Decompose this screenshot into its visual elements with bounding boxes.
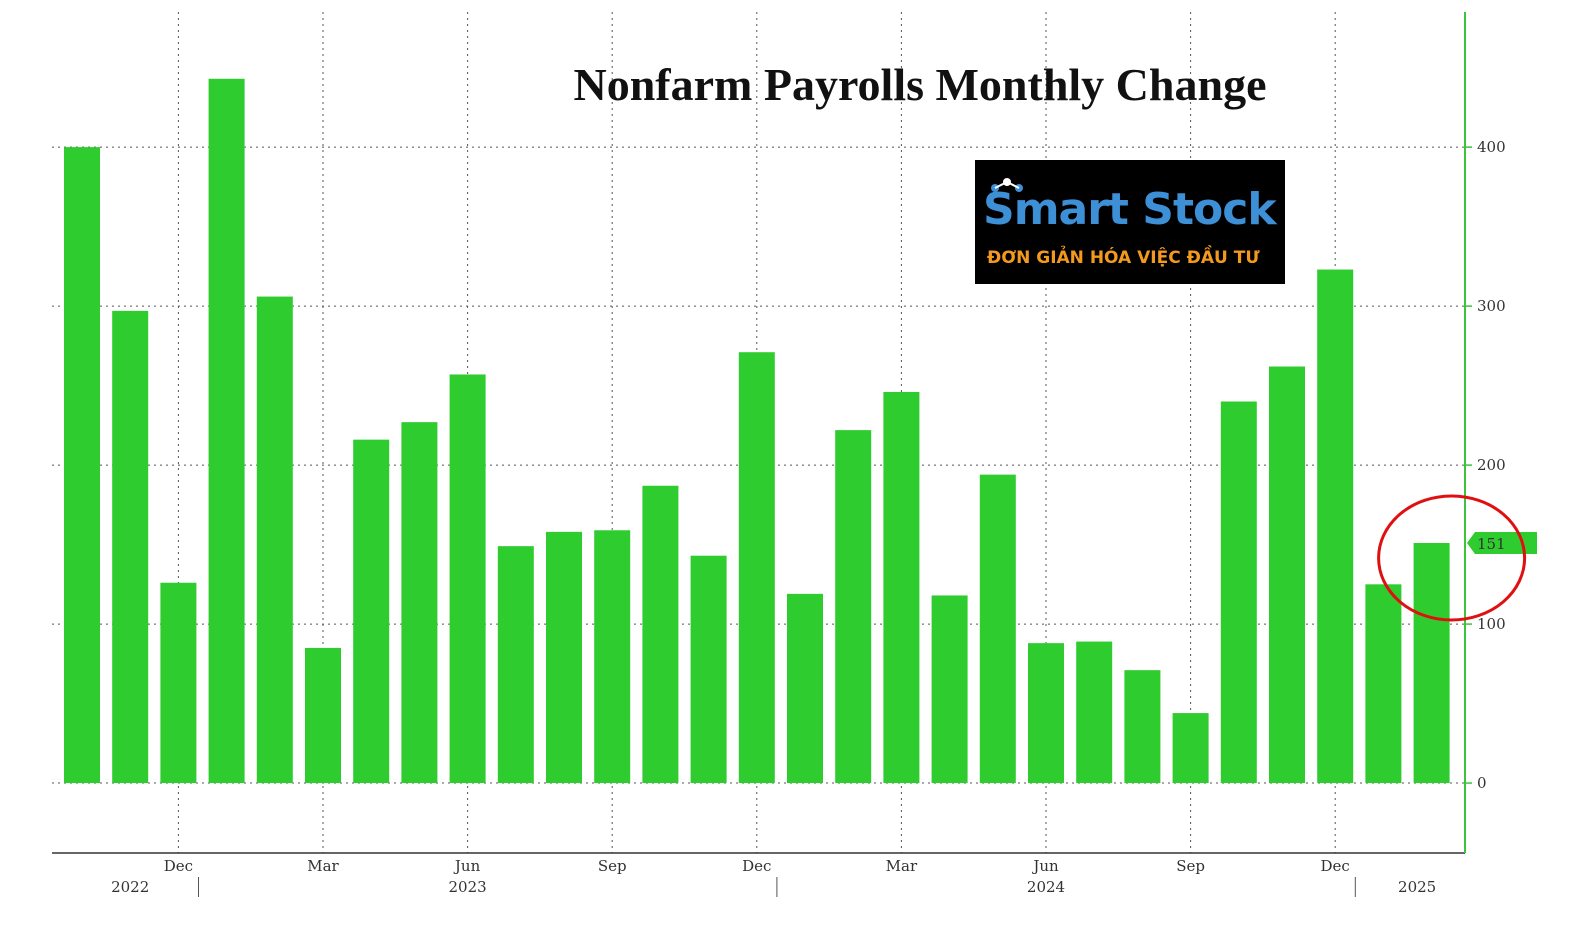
y-tick-label: 0 — [1477, 774, 1487, 792]
smart-stock-logo: Smart Stock ĐƠN GIẢN HÓA VIỆC ĐẦU TƯ — [975, 160, 1285, 284]
axis-layer — [52, 12, 1472, 897]
bar — [497, 546, 534, 784]
chart-title: Nonfarm Payrolls Monthly Change — [574, 59, 1267, 110]
bar — [353, 439, 390, 784]
year-label: 2022 — [111, 878, 149, 896]
bar — [1172, 713, 1209, 784]
bar — [979, 474, 1016, 784]
bar — [305, 647, 341, 784]
x-tick-label: Dec — [164, 857, 193, 875]
bar — [1124, 670, 1161, 784]
bar — [883, 391, 920, 784]
x-tick-label: Mar — [307, 857, 339, 875]
bar — [690, 555, 727, 784]
bar — [1220, 401, 1257, 784]
bar — [1028, 643, 1064, 784]
bar — [1076, 641, 1113, 784]
highlight-circle — [1377, 494, 1527, 622]
x-tick-label: Mar — [886, 857, 918, 875]
bar — [208, 78, 245, 784]
bars-layer — [64, 78, 1450, 784]
year-label: 2024 — [1027, 878, 1065, 896]
x-tick-label: Dec — [1321, 857, 1350, 875]
x-tick-label: Jun — [453, 857, 481, 875]
bar — [401, 422, 438, 784]
bar — [1413, 542, 1450, 784]
bar — [1269, 366, 1305, 784]
logo-tagline: ĐƠN GIẢN HÓA VIỆC ĐẦU TƯ — [987, 248, 1260, 268]
bar — [1365, 584, 1402, 784]
logo-ornament-icon — [991, 178, 1023, 192]
x-tick-label: Sep — [1176, 857, 1205, 875]
bar — [594, 530, 631, 784]
bar — [64, 147, 100, 784]
year-label: 2025 — [1398, 878, 1436, 896]
bar — [256, 296, 293, 784]
bar — [738, 352, 775, 784]
y-tick-label: 100 — [1477, 615, 1506, 633]
y-tick-label: 200 — [1477, 456, 1506, 474]
bar — [931, 595, 968, 784]
bar — [112, 310, 149, 784]
x-tick-label: Sep — [598, 857, 627, 875]
bar — [449, 374, 486, 784]
bar — [642, 485, 679, 784]
bar — [546, 531, 582, 784]
x-tick-label: Dec — [742, 857, 771, 875]
y-tick-label: 400 — [1477, 138, 1506, 156]
bar — [787, 593, 823, 784]
x-tick-label: Jun — [1031, 857, 1059, 875]
logo-name: Smart Stock — [983, 184, 1277, 235]
year-label: 2023 — [449, 878, 487, 896]
last-value-label: 151 — [1477, 535, 1506, 553]
bar — [1317, 269, 1354, 784]
bar — [160, 582, 197, 784]
y-tick-label: 300 — [1477, 297, 1506, 315]
bar — [835, 430, 872, 784]
